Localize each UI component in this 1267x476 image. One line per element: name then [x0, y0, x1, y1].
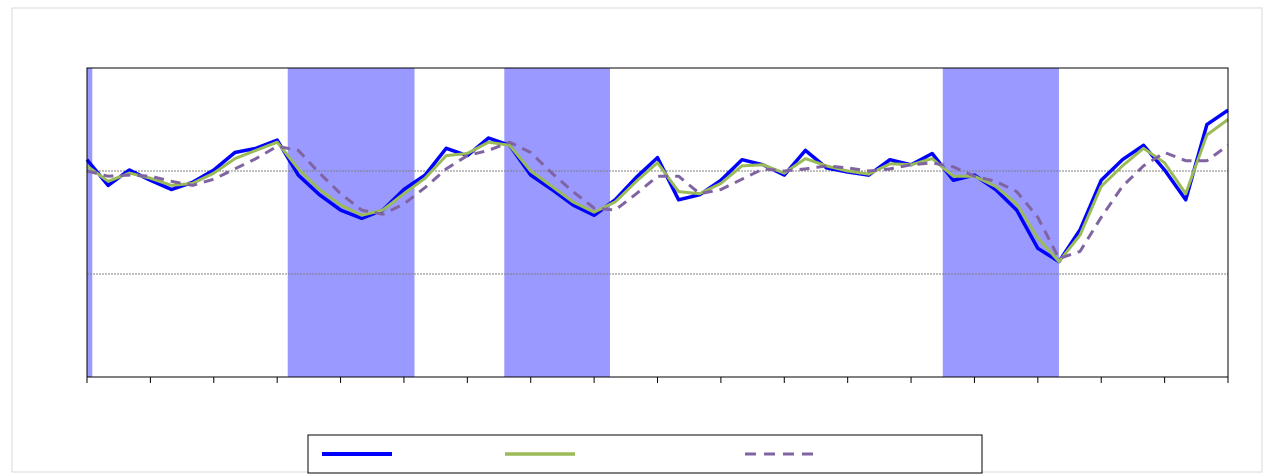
recession-band — [287, 68, 415, 377]
legend-box — [307, 434, 983, 474]
plot-area — [85, 68, 1229, 377]
series-line — [86, 140, 1229, 261]
recession-band — [87, 68, 93, 377]
recession-band — [504, 68, 610, 377]
series-line — [86, 118, 1229, 264]
legend — [307, 434, 983, 474]
series-line — [85, 108, 1229, 264]
